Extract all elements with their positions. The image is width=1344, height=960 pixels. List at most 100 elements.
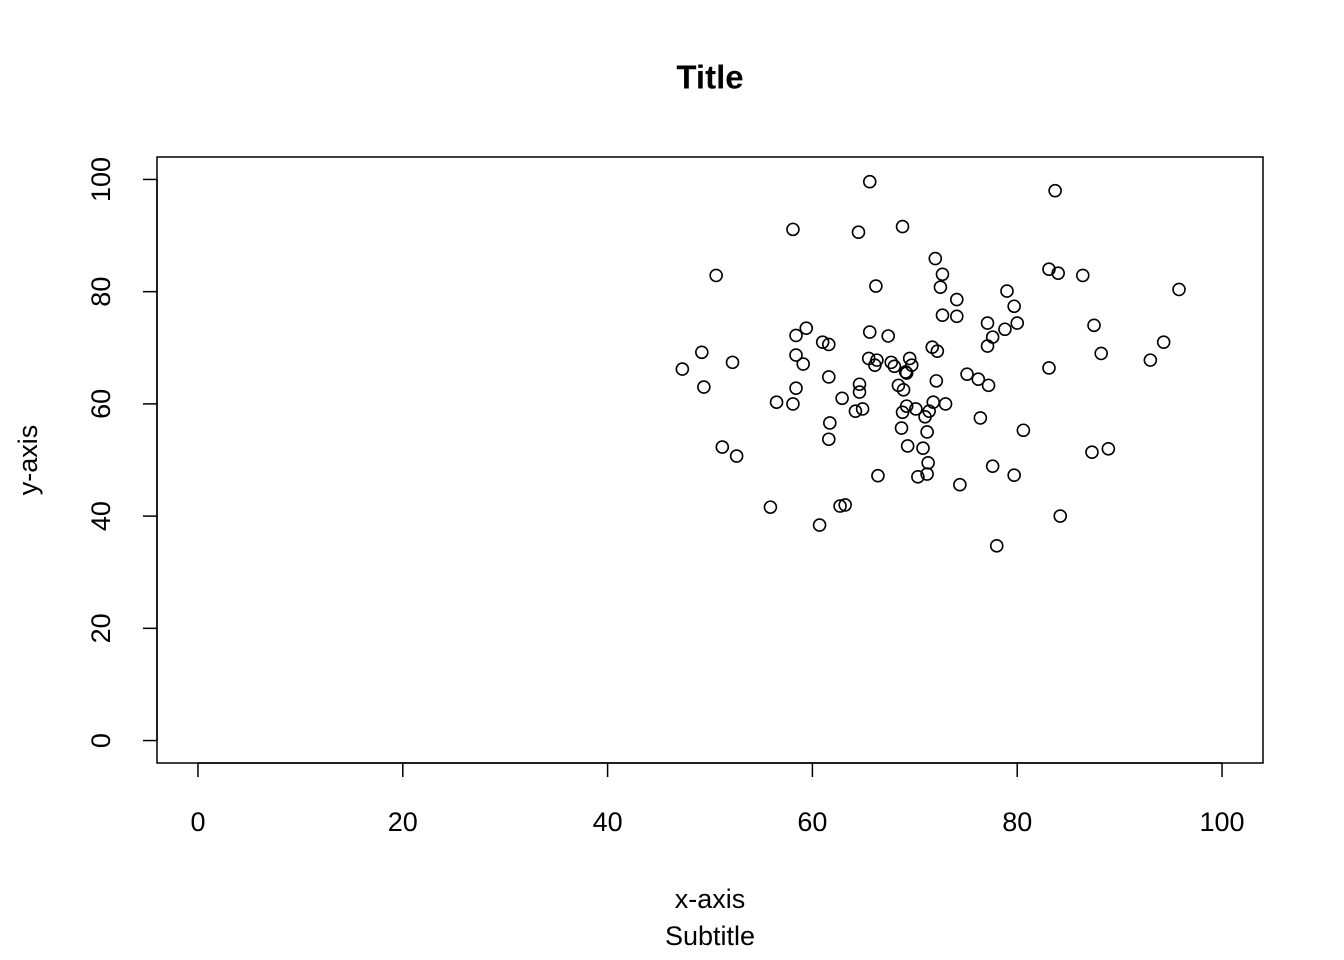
point (838, 498, 852, 512)
point (1010, 316, 1025, 330)
point (786, 222, 800, 237)
point (812, 518, 827, 532)
x-tick-label: 20 (388, 807, 418, 837)
point (855, 402, 870, 416)
point (930, 344, 945, 358)
point (862, 174, 877, 189)
point (985, 459, 1000, 473)
point (1016, 423, 1031, 438)
subtitle: Subtitle (665, 921, 755, 951)
point (929, 374, 944, 388)
x-tick-label: 80 (1002, 807, 1032, 837)
point (697, 380, 711, 394)
point (960, 367, 974, 381)
point (933, 280, 948, 294)
point (1075, 268, 1090, 283)
point (848, 404, 863, 418)
point (833, 499, 847, 513)
y-tick-label: 20 (86, 613, 116, 643)
point (921, 456, 935, 470)
point (869, 279, 883, 293)
point (852, 385, 867, 399)
point (989, 539, 1004, 553)
point (799, 321, 814, 335)
y-tick-label: 80 (86, 277, 116, 307)
point (980, 316, 995, 330)
point (1042, 262, 1056, 277)
point (852, 377, 867, 392)
point (935, 267, 950, 282)
point (821, 370, 836, 384)
point (891, 378, 906, 393)
x-tick-label: 0 (190, 807, 205, 837)
point (1172, 282, 1186, 297)
point (900, 439, 915, 453)
point (973, 411, 988, 425)
point (894, 421, 909, 435)
y-tick-label: 60 (86, 389, 116, 419)
point (881, 329, 895, 343)
point (916, 441, 930, 456)
point (920, 425, 934, 439)
point (950, 292, 964, 307)
point (862, 325, 877, 339)
point (835, 391, 849, 406)
point (789, 328, 803, 343)
point (851, 225, 866, 239)
point (950, 309, 964, 324)
point (763, 500, 778, 514)
point (789, 348, 803, 362)
point (1000, 284, 1014, 298)
point (953, 477, 967, 492)
point (1085, 445, 1099, 459)
y-tick-label: 40 (86, 501, 116, 531)
point (998, 322, 1012, 337)
point (715, 440, 730, 454)
point (709, 268, 723, 283)
x-tick-label: 100 (1200, 807, 1245, 837)
point (821, 432, 836, 447)
point (1101, 441, 1116, 456)
point (695, 345, 709, 360)
point (1051, 266, 1065, 280)
point (895, 219, 910, 234)
point (789, 381, 803, 395)
point (1042, 361, 1056, 375)
point (981, 378, 996, 393)
point (1007, 468, 1021, 482)
point (870, 353, 884, 367)
point (725, 355, 740, 370)
point (909, 402, 923, 416)
point (928, 251, 943, 266)
point (902, 351, 917, 366)
y-tick-label: 100 (86, 157, 116, 202)
plot-box (156, 156, 1264, 764)
y-tick-label: 0 (86, 733, 116, 748)
point (769, 395, 784, 410)
point (1087, 318, 1101, 333)
point (871, 468, 885, 483)
point (823, 416, 837, 430)
point (675, 362, 690, 376)
chart-title: Title (676, 59, 743, 96)
point (980, 339, 995, 353)
x-tick-label: 60 (797, 807, 827, 837)
point (786, 397, 800, 411)
point (896, 383, 911, 397)
point (985, 330, 1000, 344)
y-axis-label: y-axis (13, 425, 43, 496)
point (1048, 183, 1062, 198)
point (899, 399, 914, 413)
x-tick-label: 40 (593, 807, 623, 837)
x-axis-label: x-axis (675, 884, 746, 914)
point (971, 372, 986, 387)
point (1007, 299, 1021, 314)
point (904, 358, 919, 372)
point (884, 355, 899, 370)
point (911, 470, 925, 484)
point (729, 449, 744, 463)
point (815, 335, 830, 349)
point (938, 397, 953, 411)
